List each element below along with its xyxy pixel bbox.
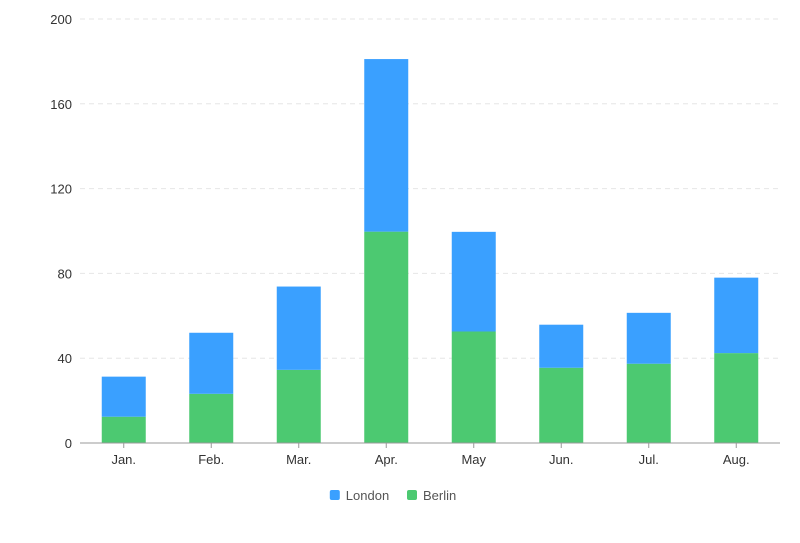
y-tick-label: 160 — [50, 97, 72, 112]
x-tick-label: Feb. — [198, 452, 224, 467]
x-tick-label: Aug. — [723, 452, 750, 467]
gridlines — [80, 18, 780, 359]
bar-berlin-apr[interactable] — [364, 231, 409, 443]
x-tick-label: Jul. — [639, 452, 659, 467]
bar-london-jan[interactable] — [101, 376, 146, 417]
bar-berlin-mar[interactable] — [276, 369, 321, 443]
legend-swatch — [329, 490, 340, 500]
axes: 0 40 80 120 160 200 Jan. Feb. Mar. Apr. May Jun. Jul… — [50, 12, 780, 467]
x-tick-label: Jan. — [111, 452, 136, 467]
x-tick-label: Apr. — [375, 452, 398, 467]
legend: London Berlin — [329, 488, 456, 503]
bar-berlin-aug[interactable] — [714, 353, 759, 443]
bar-london-jun[interactable] — [539, 324, 584, 368]
y-tick-label: 200 — [50, 12, 72, 27]
legend-item-berlin[interactable]: Berlin — [407, 488, 456, 503]
legend-label: London — [346, 488, 389, 503]
y-tick-label: 40 — [58, 351, 72, 366]
legend-swatch — [407, 490, 417, 500]
bar-london-feb[interactable] — [189, 332, 234, 394]
bar-berlin-jun[interactable] — [539, 367, 584, 443]
y-tick-label: 0 — [65, 436, 72, 451]
bars — [101, 59, 759, 443]
y-tick-label: 80 — [58, 266, 72, 281]
y-tick-label: 120 — [50, 182, 72, 197]
bar-london-apr[interactable] — [364, 59, 409, 232]
bar-london-may[interactable] — [451, 231, 496, 332]
bar-london-jul[interactable] — [626, 312, 671, 364]
legend-item-london[interactable]: London — [329, 488, 389, 503]
x-tick-label: Mar. — [286, 452, 311, 467]
x-tick-label: May — [461, 452, 486, 467]
bar-berlin-may[interactable] — [451, 331, 496, 443]
bar-berlin-jan[interactable] — [101, 416, 146, 443]
legend-label: Berlin — [423, 488, 456, 503]
bar-berlin-jul[interactable] — [626, 363, 671, 443]
bar-london-mar[interactable] — [276, 286, 321, 370]
bar-berlin-feb[interactable] — [189, 393, 234, 443]
bar-london-aug[interactable] — [714, 277, 759, 354]
x-tick-label: Jun. — [549, 452, 574, 467]
